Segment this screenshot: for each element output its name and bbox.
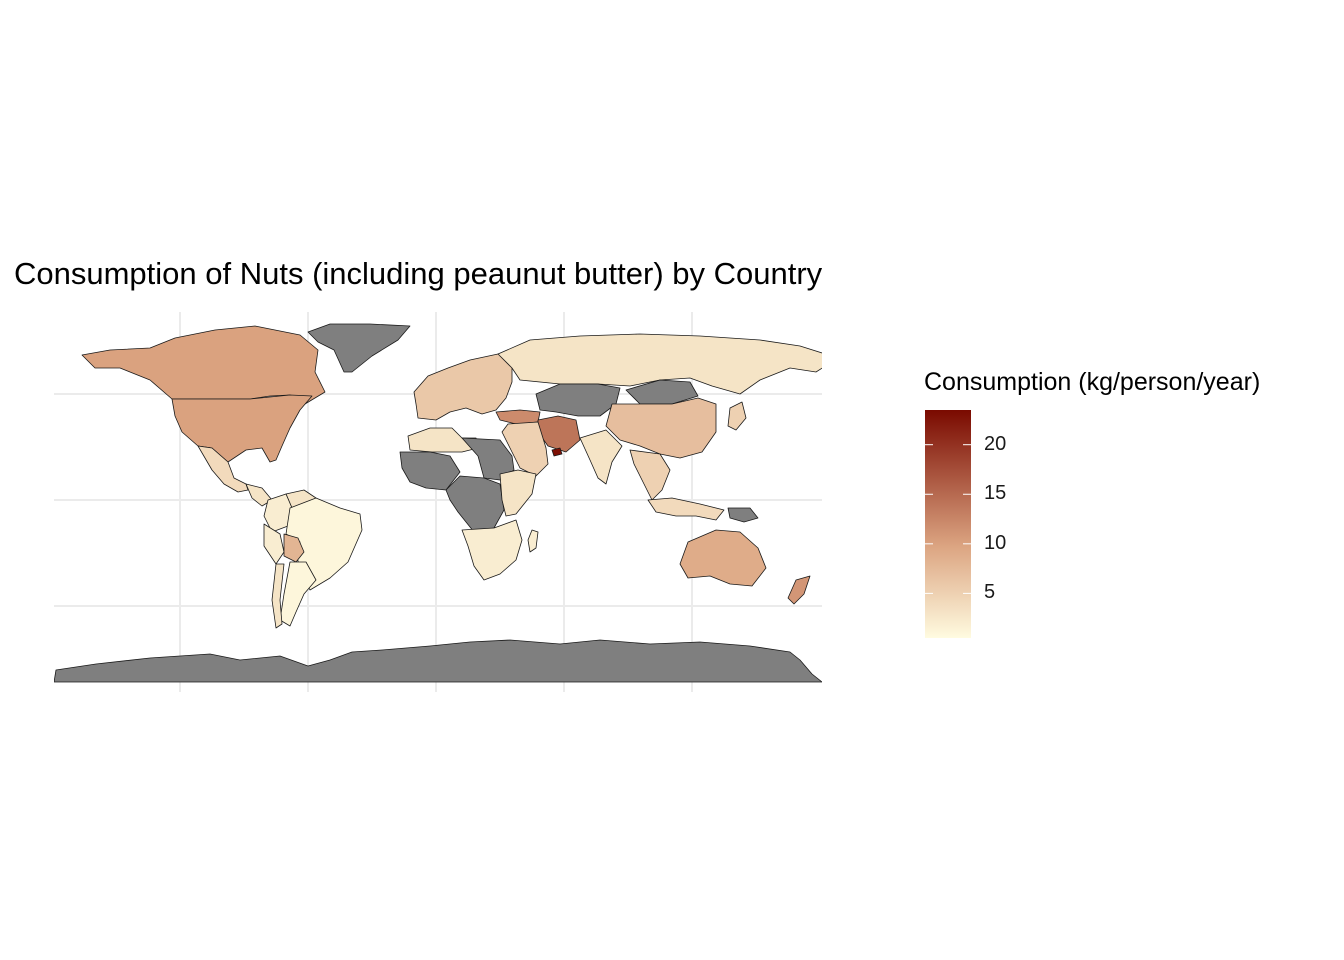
- region-central-africa: [445, 475, 505, 533]
- region-indonesia: [647, 497, 725, 521]
- region-southern-africa: [461, 519, 523, 581]
- region-japan: [727, 401, 747, 431]
- region-east-africa: [499, 469, 537, 517]
- country-shapes: [54, 323, 822, 683]
- world-map: [54, 312, 822, 692]
- chart-title: Consumption of Nuts (including peaunut b…: [14, 256, 823, 291]
- region-western-europe: [413, 353, 513, 421]
- region-argentina: [279, 561, 317, 627]
- region-peru: [263, 523, 285, 565]
- region-new-zealand: [787, 575, 811, 605]
- region-chile: [271, 563, 285, 629]
- legend-title: Consumption (kg/person/year): [924, 368, 1261, 396]
- region-bolivia: [283, 533, 305, 563]
- legend-tick-label: 5: [984, 581, 996, 604]
- region-greenland: [307, 323, 411, 373]
- region-india: [579, 429, 623, 485]
- region-southeast-asia: [629, 449, 671, 501]
- region-canada: [81, 325, 326, 405]
- region-united-states: [171, 394, 313, 463]
- legend-tick-label: 20: [984, 432, 1007, 455]
- legend-colorbar: [925, 410, 971, 638]
- legend-tick-label: 15: [984, 482, 1007, 505]
- region-mexico: [197, 445, 249, 493]
- region-madagascar: [527, 529, 539, 553]
- region-central-asia: [535, 383, 621, 417]
- legend-tick-label: 10: [984, 531, 1007, 554]
- region-australia: [679, 529, 767, 587]
- region-united-arab-emirates: [551, 447, 563, 457]
- region-china: [605, 397, 717, 459]
- region-antarctica: [54, 639, 822, 683]
- legend: Consumption (kg/person/year) 5 10 15 20: [924, 368, 1334, 658]
- region-papua-new-guinea: [727, 507, 759, 523]
- region-turkey: [495, 409, 541, 425]
- region-west-africa: [399, 451, 461, 491]
